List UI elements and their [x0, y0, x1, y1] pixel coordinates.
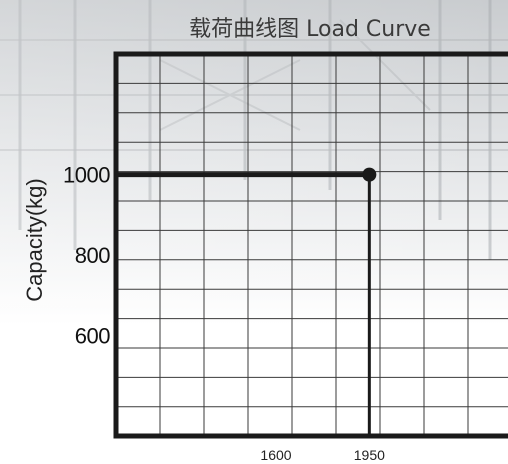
y-tick-labels: 600 800 1000	[63, 163, 111, 349]
marker-point	[362, 167, 377, 182]
plot-frame	[113, 51, 508, 439]
y-tick-label: 600	[75, 323, 110, 348]
grid-lines	[116, 54, 508, 436]
y-tick-label: 800	[75, 243, 110, 268]
x-tick-labels: 1600 1950	[260, 447, 385, 463]
x-tick-label: 1950	[354, 447, 385, 463]
y-axis-label: Capacity(kg)	[22, 178, 47, 301]
series-layer	[116, 167, 377, 436]
chart-title: 载荷曲线图 Load Curve	[189, 17, 431, 42]
y-tick-label: 1000	[63, 163, 110, 188]
x-tick-label: 1600	[260, 447, 291, 463]
